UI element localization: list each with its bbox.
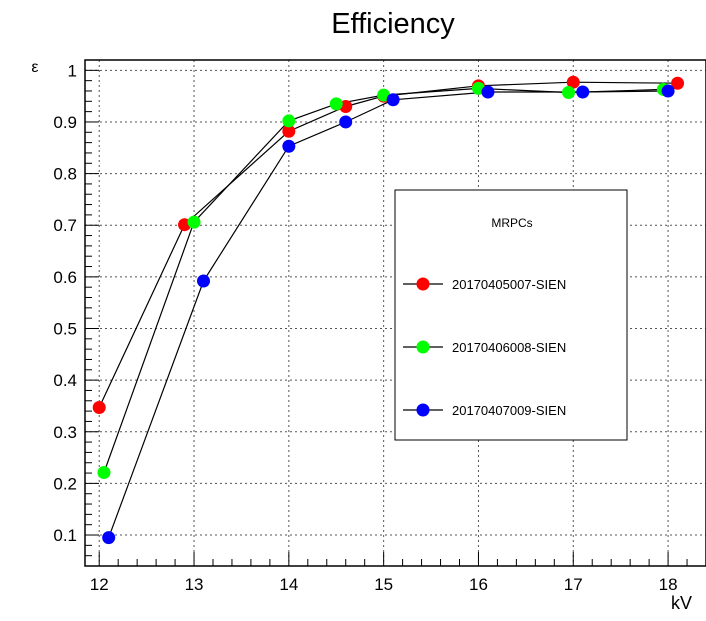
legend: MRPCs 20170405007-SIEN 20170406008-SIEN 20… — [394, 189, 628, 441]
y-tick-label: 0.7 — [53, 216, 77, 235]
data-point-series-2 — [329, 97, 343, 111]
data-point-series-3 — [481, 85, 495, 99]
y-axis-label: ε — [31, 59, 38, 76]
x-tick-label: 18 — [659, 575, 678, 594]
data-point-series-3 — [386, 93, 400, 107]
data-point-series-3 — [661, 84, 675, 98]
legend-title: MRPCs — [491, 216, 532, 230]
legend-label-1: 20170405007-SIEN — [452, 277, 566, 292]
x-axis-label: kV — [671, 593, 692, 613]
axes: 12 13 14 15 16 17 18 0.1 0.2 0.3 0.4 0.5 0.6 0.7 0.8 0.… — [53, 59, 706, 594]
data-point-series-3 — [282, 139, 296, 153]
y-tick-label: 1 — [68, 61, 77, 80]
y-tick-label: 0.5 — [53, 319, 77, 338]
data-point-series-3 — [102, 531, 116, 545]
legend-marker-2 — [416, 340, 430, 354]
data-point-series-2 — [187, 215, 201, 229]
y-tick-label: 0.3 — [53, 423, 77, 442]
data-point-series-3 — [339, 115, 353, 129]
chart-title: Efficiency — [331, 8, 455, 40]
data-point-series-3 — [576, 85, 590, 99]
y-tick-label: 0.2 — [53, 474, 77, 493]
y-tick-label: 0.1 — [53, 526, 77, 545]
data-point-series-1 — [566, 75, 580, 89]
x-tick-label: 17 — [564, 575, 583, 594]
y-tick-label: 0.4 — [53, 371, 77, 390]
legend-marker-1 — [416, 277, 430, 291]
data-point-series-2 — [282, 114, 296, 128]
data-point-series-1 — [92, 400, 106, 414]
series-line-1 — [98, 81, 678, 408]
data-point-series-3 — [197, 274, 211, 288]
legend-label-3: 20170407009-SIEN — [452, 403, 566, 418]
y-tick-label: 0.9 — [53, 113, 77, 132]
x-tick-label: 13 — [185, 575, 204, 594]
legend-label-2: 20170406008-SIEN — [452, 340, 566, 355]
data-series — [92, 75, 685, 545]
y-tick-label: 0.6 — [53, 268, 77, 287]
legend-box — [394, 189, 628, 441]
x-tick-label: 14 — [279, 575, 298, 594]
legend-marker-3 — [416, 403, 430, 417]
data-point-series-2 — [562, 86, 576, 100]
x-tick-label: 12 — [90, 575, 109, 594]
y-tick-label: 0.8 — [53, 165, 77, 184]
data-point-series-2 — [97, 466, 111, 480]
x-tick-label: 16 — [469, 575, 488, 594]
data-point-series-1 — [282, 124, 296, 138]
plot-frame — [84, 59, 706, 567]
x-tick-label: 15 — [374, 575, 393, 594]
data-point-series-1 — [671, 76, 685, 90]
